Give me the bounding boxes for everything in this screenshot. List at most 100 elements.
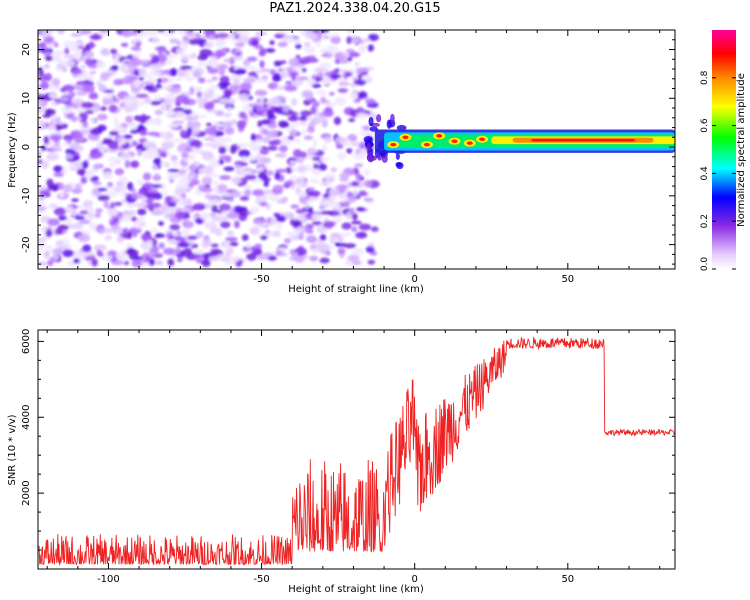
heat-cell <box>348 51 361 58</box>
heat-cell <box>104 98 116 105</box>
heat-cell <box>221 216 229 221</box>
heat-cell <box>64 205 74 212</box>
heat-cell <box>319 62 332 69</box>
heat-cell <box>80 64 86 70</box>
heat-cell <box>38 243 45 252</box>
top-ytick-label: 10 <box>21 92 32 105</box>
heat-cell <box>303 41 311 48</box>
heat-cell <box>351 248 365 256</box>
heat-cell <box>235 42 245 47</box>
heat-cell <box>204 41 214 48</box>
heat-cell <box>82 160 89 169</box>
heat-cell <box>229 74 243 82</box>
heat-cell <box>266 109 275 119</box>
heat-cell <box>301 90 314 99</box>
heat-cell <box>177 70 183 74</box>
heat-cell <box>125 249 139 257</box>
heat-cell <box>111 260 124 266</box>
heat-cell <box>62 249 74 258</box>
heat-cell <box>190 52 197 59</box>
heat-cell <box>54 207 66 217</box>
heat-cell <box>210 125 218 130</box>
heat-cell <box>216 32 230 39</box>
heat-cell <box>159 131 167 139</box>
heat-cell <box>147 131 159 136</box>
heat-cell <box>169 86 182 94</box>
heat-cell <box>364 168 370 177</box>
heat-cell <box>116 235 123 243</box>
heat-cell <box>236 120 247 129</box>
heat-cell <box>347 68 356 73</box>
heat-cell <box>348 207 356 216</box>
heat-cell <box>232 86 238 95</box>
heat-cell <box>123 79 134 85</box>
heat-cell <box>82 244 92 253</box>
heat-cell <box>249 206 260 215</box>
heat-cell <box>150 202 162 208</box>
heat-cell <box>248 155 257 162</box>
heat-cell <box>108 162 117 168</box>
heat-cell <box>114 201 123 206</box>
heat-cell <box>355 231 368 239</box>
snr-series <box>38 336 675 566</box>
heat-cell <box>126 181 134 191</box>
heat-cell <box>89 34 103 40</box>
heat-cell <box>312 100 320 108</box>
heat-cell <box>357 91 368 99</box>
colorbar-tick-label: 0.6 <box>700 118 710 133</box>
heat-cell <box>199 48 213 58</box>
heat-cell <box>161 140 175 149</box>
heat-cell <box>103 137 113 143</box>
heat-cell <box>301 68 307 73</box>
bottom-axis-ticks: -100 -50 0 50 2000 4000 6000 <box>21 329 675 585</box>
heat-cell <box>146 239 153 247</box>
heat-cell <box>138 187 148 196</box>
heat-cell <box>303 225 309 231</box>
heat-cell <box>177 242 190 248</box>
heat-cell <box>350 141 362 147</box>
heat-cell <box>124 159 131 169</box>
heat-cell <box>272 73 283 82</box>
signal-blob-core <box>423 142 430 147</box>
heat-cell <box>158 221 165 226</box>
heat-cell <box>206 172 220 178</box>
heat-cell <box>174 188 186 196</box>
heat-cell <box>151 210 164 216</box>
heat-cell <box>70 32 82 38</box>
heat-cell <box>218 69 226 76</box>
heat-cell <box>257 120 263 128</box>
heat-cell <box>53 165 63 173</box>
heat-cell <box>136 179 144 186</box>
heat-cell <box>208 56 218 66</box>
heat-cell <box>144 96 152 104</box>
heat-cell <box>180 65 193 70</box>
heat-cell <box>266 145 278 151</box>
heat-cell <box>58 215 68 221</box>
heat-cell <box>308 196 318 202</box>
heat-cell <box>358 223 372 231</box>
heat-cell <box>269 69 277 76</box>
heat-cell <box>184 75 194 81</box>
heat-cell <box>290 72 297 82</box>
heat-cell <box>156 78 162 84</box>
heat-cell <box>298 235 304 240</box>
heat-cell <box>147 146 158 156</box>
heat-cell <box>267 123 278 129</box>
bottom-x-axis-label: Height of straight line (km) <box>288 584 424 595</box>
heat-cell <box>317 30 323 39</box>
heat-cell <box>327 194 337 203</box>
heat-cell <box>170 155 178 161</box>
heat-cell <box>231 176 242 184</box>
heat-cell <box>259 60 265 69</box>
heat-cell <box>165 209 175 214</box>
heat-cell <box>351 212 358 221</box>
heat-cell <box>363 197 374 202</box>
heat-cell <box>132 79 141 89</box>
heat-cell <box>199 211 210 220</box>
heat-cell <box>79 210 89 215</box>
heat-cell <box>180 53 192 62</box>
heat-cell <box>237 93 250 101</box>
heat-cell <box>63 54 77 60</box>
heat-cell <box>273 60 282 67</box>
heat-cell <box>177 169 187 175</box>
